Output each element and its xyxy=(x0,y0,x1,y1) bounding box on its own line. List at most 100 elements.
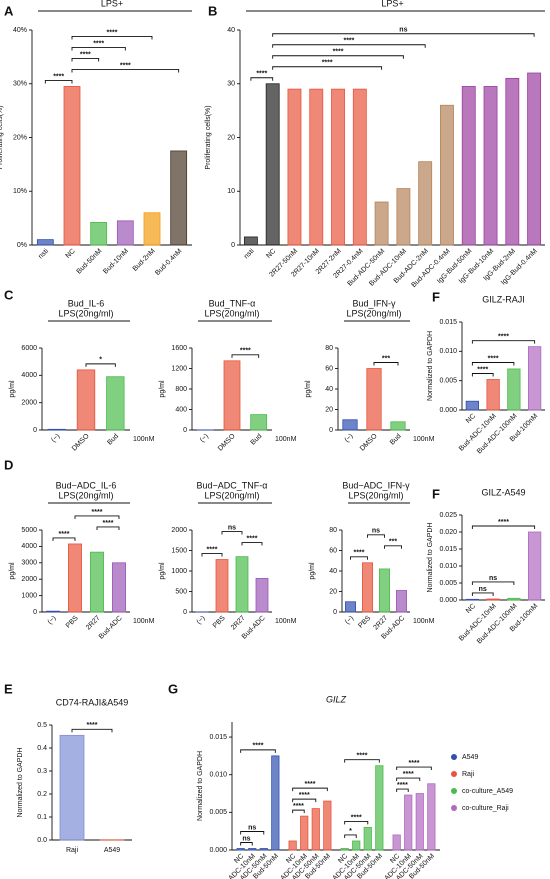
y-axis-label: Normalized to GAPDH xyxy=(197,751,204,821)
panel-letter: G xyxy=(168,681,178,696)
x-tick-label: (−) xyxy=(50,433,61,444)
y-tick-label: 0 xyxy=(183,609,187,616)
note: 100nM xyxy=(275,618,297,625)
significance-bracket xyxy=(71,46,126,51)
y-tick-label: 10 xyxy=(227,188,235,195)
bar xyxy=(418,161,433,246)
bar xyxy=(507,597,521,601)
significance-bracket xyxy=(240,749,276,753)
y-tick-label: 40 xyxy=(227,27,235,34)
y-axis-label: Proliferating cells(%) xyxy=(205,105,212,169)
chart-title: Bud−ADC_IFN-γ xyxy=(342,480,410,490)
y-tick-label: 1200 xyxy=(171,365,187,372)
subtitle: LPS(20ng/ml) xyxy=(58,490,113,500)
x-tick-label: nsti xyxy=(37,247,50,260)
x-tick-label: NC xyxy=(265,248,277,260)
bar xyxy=(465,400,479,411)
significance-bracket xyxy=(44,79,73,84)
significance-label: ns xyxy=(479,586,487,593)
significance-bracket xyxy=(272,55,404,59)
bar xyxy=(342,419,358,431)
y-tick-label: 1000 xyxy=(171,568,187,575)
bar xyxy=(404,794,413,851)
x-tick-label: DMSO xyxy=(71,432,91,452)
x-tick-label: NC xyxy=(65,248,77,260)
y-tick-label: 30 xyxy=(227,81,235,88)
bar xyxy=(352,840,361,851)
bar xyxy=(215,559,229,613)
significance-label: **** xyxy=(103,520,114,527)
bar xyxy=(46,610,61,613)
y-tick-label: 40% xyxy=(13,27,27,34)
significance-bracket xyxy=(471,362,515,366)
bar xyxy=(255,577,269,613)
significance-bracket xyxy=(231,354,260,358)
y-axis-label: pg/ml xyxy=(9,562,16,580)
chart-title: Bud_TNF-α xyxy=(209,298,256,308)
y-tick-label: 80 xyxy=(329,527,337,534)
bar xyxy=(300,815,309,851)
legend-label: co-culture_Raji xyxy=(462,805,509,812)
y-tick-label: 0.5 xyxy=(37,722,47,729)
subtitle: LPS(20ng/ml) xyxy=(348,490,403,500)
subtitle: LPS+ xyxy=(101,0,123,8)
significance-bracket xyxy=(241,542,263,546)
bar xyxy=(352,88,367,246)
x-tick-label: Bud xyxy=(106,433,120,447)
y-tick-label: 4000 xyxy=(21,543,37,550)
y-tick-label: 20 xyxy=(329,588,337,595)
y-tick-label: 10% xyxy=(13,188,27,195)
y-tick-label: 400 xyxy=(175,406,187,413)
bar xyxy=(106,376,125,431)
significance-label: **** xyxy=(322,60,333,67)
x-tick-label: DMSO xyxy=(359,432,379,452)
significance-bracket xyxy=(272,44,426,48)
y-tick-label: 0.005 xyxy=(439,580,457,587)
y-tick-label: 60 xyxy=(325,365,333,372)
significance-bracket xyxy=(272,33,535,37)
bar xyxy=(265,83,280,246)
significance-label: **** xyxy=(207,546,218,553)
bar xyxy=(287,88,302,246)
note: 100nM xyxy=(413,436,435,443)
bar xyxy=(366,368,382,431)
bar xyxy=(390,421,406,431)
bar xyxy=(59,734,85,841)
bar xyxy=(396,188,411,246)
y-axis-label: pg/ml xyxy=(159,562,166,580)
y-tick-label: 0.005 xyxy=(209,809,227,816)
significance-label: **** xyxy=(256,71,267,78)
y-tick-label: 5000 xyxy=(21,527,37,534)
x-tick-label: 2R27 xyxy=(230,615,247,632)
significance-bracket xyxy=(52,537,76,541)
legend-marker xyxy=(451,771,457,777)
x-tick-label: Bud xyxy=(250,433,264,447)
significance-label: **** xyxy=(403,771,414,778)
note: 100nM xyxy=(133,436,155,443)
x-tick-label: Bud-10nM xyxy=(102,248,130,276)
significance-bracket xyxy=(471,340,536,344)
y-tick-label: 800 xyxy=(175,386,187,393)
y-axis-label: pg/ml xyxy=(305,380,312,398)
x-tick-label: NC xyxy=(465,413,477,425)
significance-label: **** xyxy=(107,29,118,36)
bar xyxy=(344,601,356,613)
y-tick-label: 0.025 xyxy=(439,512,457,519)
y-tick-label: 1500 xyxy=(171,547,187,554)
significance-bracket xyxy=(272,66,383,70)
significance-bracket xyxy=(292,798,317,803)
x-tick-label: Bud xyxy=(389,433,403,447)
subtitle: LPS(20ng/ml) xyxy=(204,308,259,318)
x-tick-label: Bud-50nM xyxy=(76,248,104,276)
y-tick-label: 1600 xyxy=(171,345,187,352)
bar xyxy=(378,568,390,613)
significance-label: ns xyxy=(399,27,407,34)
chart-title: GILZ-RAJI xyxy=(482,294,525,304)
bar xyxy=(170,150,188,246)
y-tick-label: 0.010 xyxy=(439,348,457,355)
significance-bracket xyxy=(71,728,113,733)
x-tick-label: A549 xyxy=(104,847,120,854)
y-tick-label: 0.000 xyxy=(439,407,457,414)
bar xyxy=(461,86,476,246)
y-tick-label: 2000 xyxy=(21,576,37,583)
